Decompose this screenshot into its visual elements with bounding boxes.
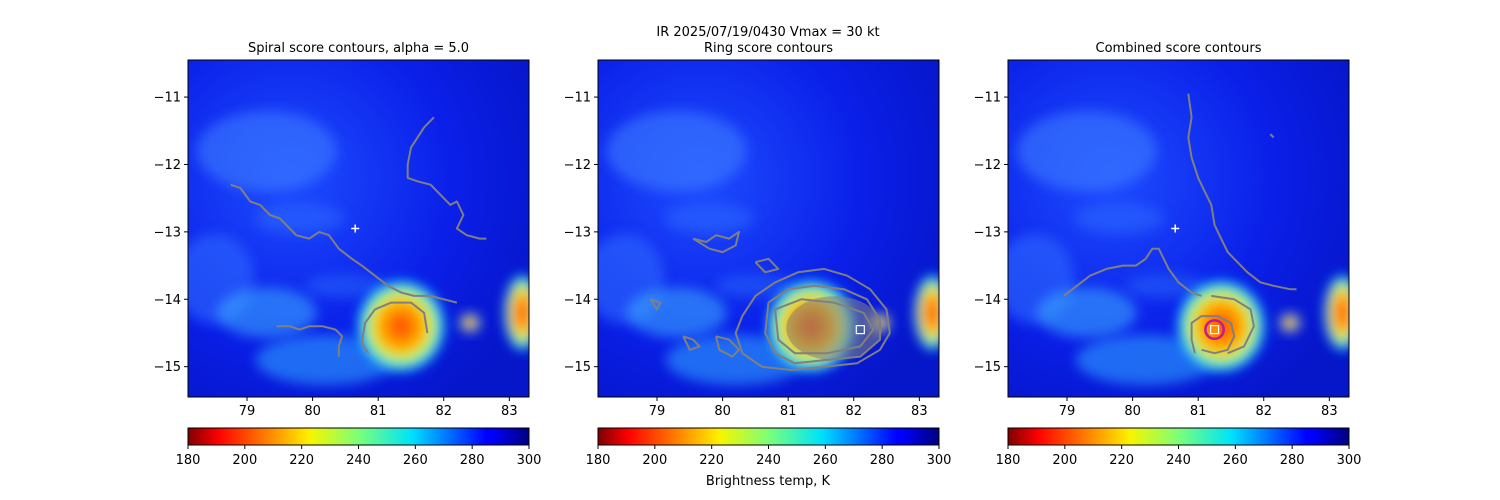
score-contour [715, 335, 740, 358]
x-tick-label: 82 [435, 404, 452, 419]
colorbar-tick-label: 200 [642, 453, 667, 468]
y-tick-label: −14 [154, 293, 181, 308]
colorbar-tick-label: 180 [176, 453, 201, 468]
first-guess-center-marker [1171, 224, 1180, 233]
colorbar-tick-label: 220 [699, 453, 724, 468]
y-tick-label: −15 [154, 360, 181, 375]
y-tick-label: −11 [154, 91, 181, 106]
brightness-field [598, 60, 939, 397]
y-tick-label: −13 [564, 225, 591, 240]
colorbar-tick-label: 200 [1052, 453, 1077, 468]
y-tick-label: −11 [974, 91, 1001, 106]
colorbar-tick-label: 280 [460, 453, 485, 468]
x-tick-label: 83 [501, 404, 518, 419]
colorbar-tick-label: 220 [1109, 453, 1134, 468]
colorbar-gradient [597, 427, 940, 446]
x-tick-label: 80 [1124, 404, 1141, 419]
score-contour [692, 230, 740, 254]
x-tick-label: 80 [714, 404, 731, 419]
center-estimate-circle [1204, 319, 1225, 341]
colorbar-gradient [1007, 427, 1350, 446]
score-contour [649, 298, 662, 311]
colorbar-tick-label: 300 [517, 453, 542, 468]
colorbar-label: Brightness temp, K [706, 474, 831, 489]
y-tick-label: −14 [974, 293, 1001, 308]
best-center-marker [855, 325, 865, 335]
panel-3: Combined score contours 79 80 81 82 83 −11 −12 −… [974, 41, 1362, 468]
colorbar-tick-label: 260 [813, 453, 838, 468]
score-contour [1269, 133, 1275, 139]
x-tick-label: 82 [1255, 404, 1272, 419]
colorbar-tick-label: 180 [586, 453, 611, 468]
y-tick-label: −13 [974, 225, 1001, 240]
panel-title: Spiral score contours, alpha = 5.0 [248, 41, 469, 56]
panel-2: Ring score contours 79 80 81 82 83 −11 −12 −13 −1… [564, 41, 952, 468]
x-tick-label: 79 [239, 404, 256, 419]
score-contour [360, 301, 429, 354]
panel-title: Combined score contours [1096, 41, 1262, 56]
x-tick-label: 83 [1321, 404, 1338, 419]
colorbar-tick-label: 260 [1223, 453, 1248, 468]
colorbar-tick-label: 260 [403, 453, 428, 468]
colorbar-tick-label: 300 [1337, 453, 1362, 468]
brightness-field [188, 60, 529, 397]
x-tick-label: 81 [780, 404, 797, 419]
colorbar-tick-label: 280 [1280, 453, 1305, 468]
colorbar-tick-label: 280 [870, 453, 895, 468]
axes-frame [597, 59, 940, 398]
score-contour [682, 335, 701, 351]
y-tick-label: −15 [564, 360, 591, 375]
x-tick-label: 79 [649, 404, 666, 419]
y-tick-label: −14 [564, 293, 591, 308]
score-contour [734, 267, 891, 371]
score-contour [276, 325, 344, 357]
y-tick-label: −12 [154, 158, 181, 173]
score-contour [406, 116, 487, 240]
score-contour [1187, 93, 1297, 291]
colorbar-tick-label: 220 [289, 453, 314, 468]
y-tick-label: −15 [974, 360, 1001, 375]
y-tick-label: −11 [564, 91, 591, 106]
colorbar-3: 180 200 220 240 260 280 300 [996, 427, 1362, 468]
panel-1: Spiral score contours, alpha = 5.0 79 80 81… [154, 41, 542, 468]
colorbar-tick-label: 240 [1166, 453, 1191, 468]
colorbar-gradient [187, 427, 530, 446]
axes-frame [1007, 59, 1350, 398]
x-tick-label: 81 [370, 404, 387, 419]
colorbar-tick-label: 240 [346, 453, 371, 468]
colorbar-tick-label: 180 [996, 453, 1021, 468]
colorbar-1: 180 200 220 240 260 280 300 [176, 427, 542, 468]
score-contour [754, 257, 780, 274]
y-tick-label: −12 [974, 158, 1001, 173]
score-contour [1063, 247, 1202, 297]
score-contour [230, 183, 458, 304]
score-contour [1190, 315, 1236, 355]
x-tick-label: 81 [1190, 404, 1207, 419]
score-contour [1211, 294, 1255, 355]
x-tick-label: 79 [1059, 404, 1076, 419]
y-tick-label: −13 [154, 225, 181, 240]
colorbar-tick-label: 240 [756, 453, 781, 468]
first-guess-center-marker [351, 224, 360, 233]
colorbar-2: 180 200 220 240 260 280 300 [586, 427, 952, 468]
suptitle: IR 2025/07/19/0430 Vmax = 30 kt [656, 25, 879, 40]
colorbar-tick-label: 200 [232, 453, 257, 468]
y-tick-label: −12 [564, 158, 591, 173]
x-tick-label: 83 [911, 404, 928, 419]
best-center-marker [1209, 325, 1220, 335]
x-tick-label: 82 [845, 404, 862, 419]
score-contour [764, 284, 881, 365]
panel-title: Ring score contours [704, 41, 833, 56]
axes-frame [187, 59, 530, 398]
colorbar-tick-label: 300 [927, 453, 952, 468]
dense-contour-region [786, 296, 883, 361]
x-tick-label: 80 [304, 404, 321, 419]
